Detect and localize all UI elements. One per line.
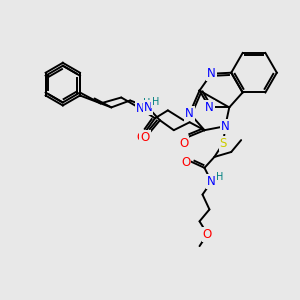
Text: O: O — [179, 136, 188, 150]
Text: H: H — [216, 172, 223, 182]
Text: H: H — [143, 98, 151, 108]
Text: O: O — [203, 228, 212, 241]
Text: N: N — [221, 120, 230, 133]
Text: O: O — [181, 156, 190, 170]
Text: N: N — [207, 175, 216, 188]
Text: H: H — [152, 98, 160, 107]
Text: N: N — [185, 107, 194, 120]
Text: N: N — [144, 101, 152, 114]
Text: S: S — [220, 136, 227, 150]
Text: N: N — [136, 102, 145, 115]
Text: O: O — [136, 130, 146, 144]
Text: N: N — [207, 67, 216, 80]
Text: O: O — [140, 130, 150, 144]
Text: N: N — [205, 101, 214, 114]
